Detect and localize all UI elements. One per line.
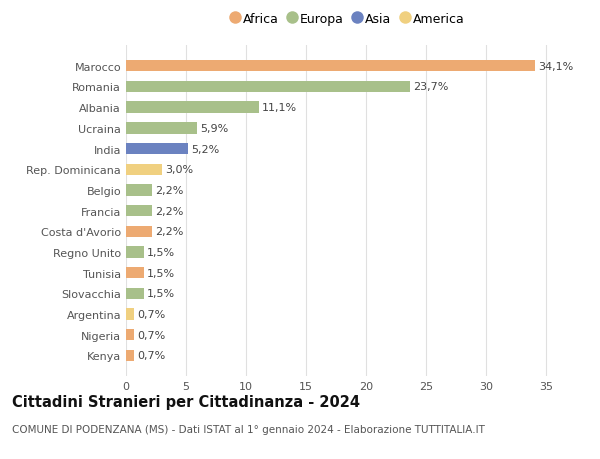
Bar: [126, 102, 259, 113]
Bar: [126, 185, 152, 196]
Text: 2,2%: 2,2%: [155, 185, 184, 196]
Bar: [126, 247, 144, 258]
Text: 1,5%: 1,5%: [147, 289, 175, 299]
Legend: Africa, Europa, Asia, America: Africa, Europa, Asia, America: [232, 12, 464, 25]
Bar: [126, 164, 162, 175]
Text: COMUNE DI PODENZANA (MS) - Dati ISTAT al 1° gennaio 2024 - Elaborazione TUTTITAL: COMUNE DI PODENZANA (MS) - Dati ISTAT al…: [12, 425, 485, 434]
Text: 1,5%: 1,5%: [147, 268, 175, 278]
Text: 0,7%: 0,7%: [137, 351, 166, 361]
Text: 5,9%: 5,9%: [200, 123, 228, 134]
Bar: [126, 226, 152, 237]
Bar: [126, 350, 134, 361]
Text: Cittadini Stranieri per Cittadinanza - 2024: Cittadini Stranieri per Cittadinanza - 2…: [12, 394, 360, 409]
Text: 34,1%: 34,1%: [538, 62, 574, 72]
Bar: [126, 330, 134, 341]
Text: 5,2%: 5,2%: [191, 144, 220, 154]
Text: 3,0%: 3,0%: [165, 165, 193, 175]
Bar: [126, 309, 134, 320]
Text: 1,5%: 1,5%: [147, 247, 175, 257]
Bar: [126, 288, 144, 299]
Bar: [126, 61, 535, 72]
Bar: [126, 268, 144, 279]
Text: 0,7%: 0,7%: [137, 309, 166, 319]
Bar: [126, 82, 410, 93]
Text: 11,1%: 11,1%: [262, 103, 298, 113]
Bar: [126, 123, 197, 134]
Text: 2,2%: 2,2%: [155, 227, 184, 237]
Text: 2,2%: 2,2%: [155, 206, 184, 216]
Bar: [126, 206, 152, 217]
Bar: [126, 144, 188, 155]
Text: 0,7%: 0,7%: [137, 330, 166, 340]
Text: 23,7%: 23,7%: [413, 82, 449, 92]
